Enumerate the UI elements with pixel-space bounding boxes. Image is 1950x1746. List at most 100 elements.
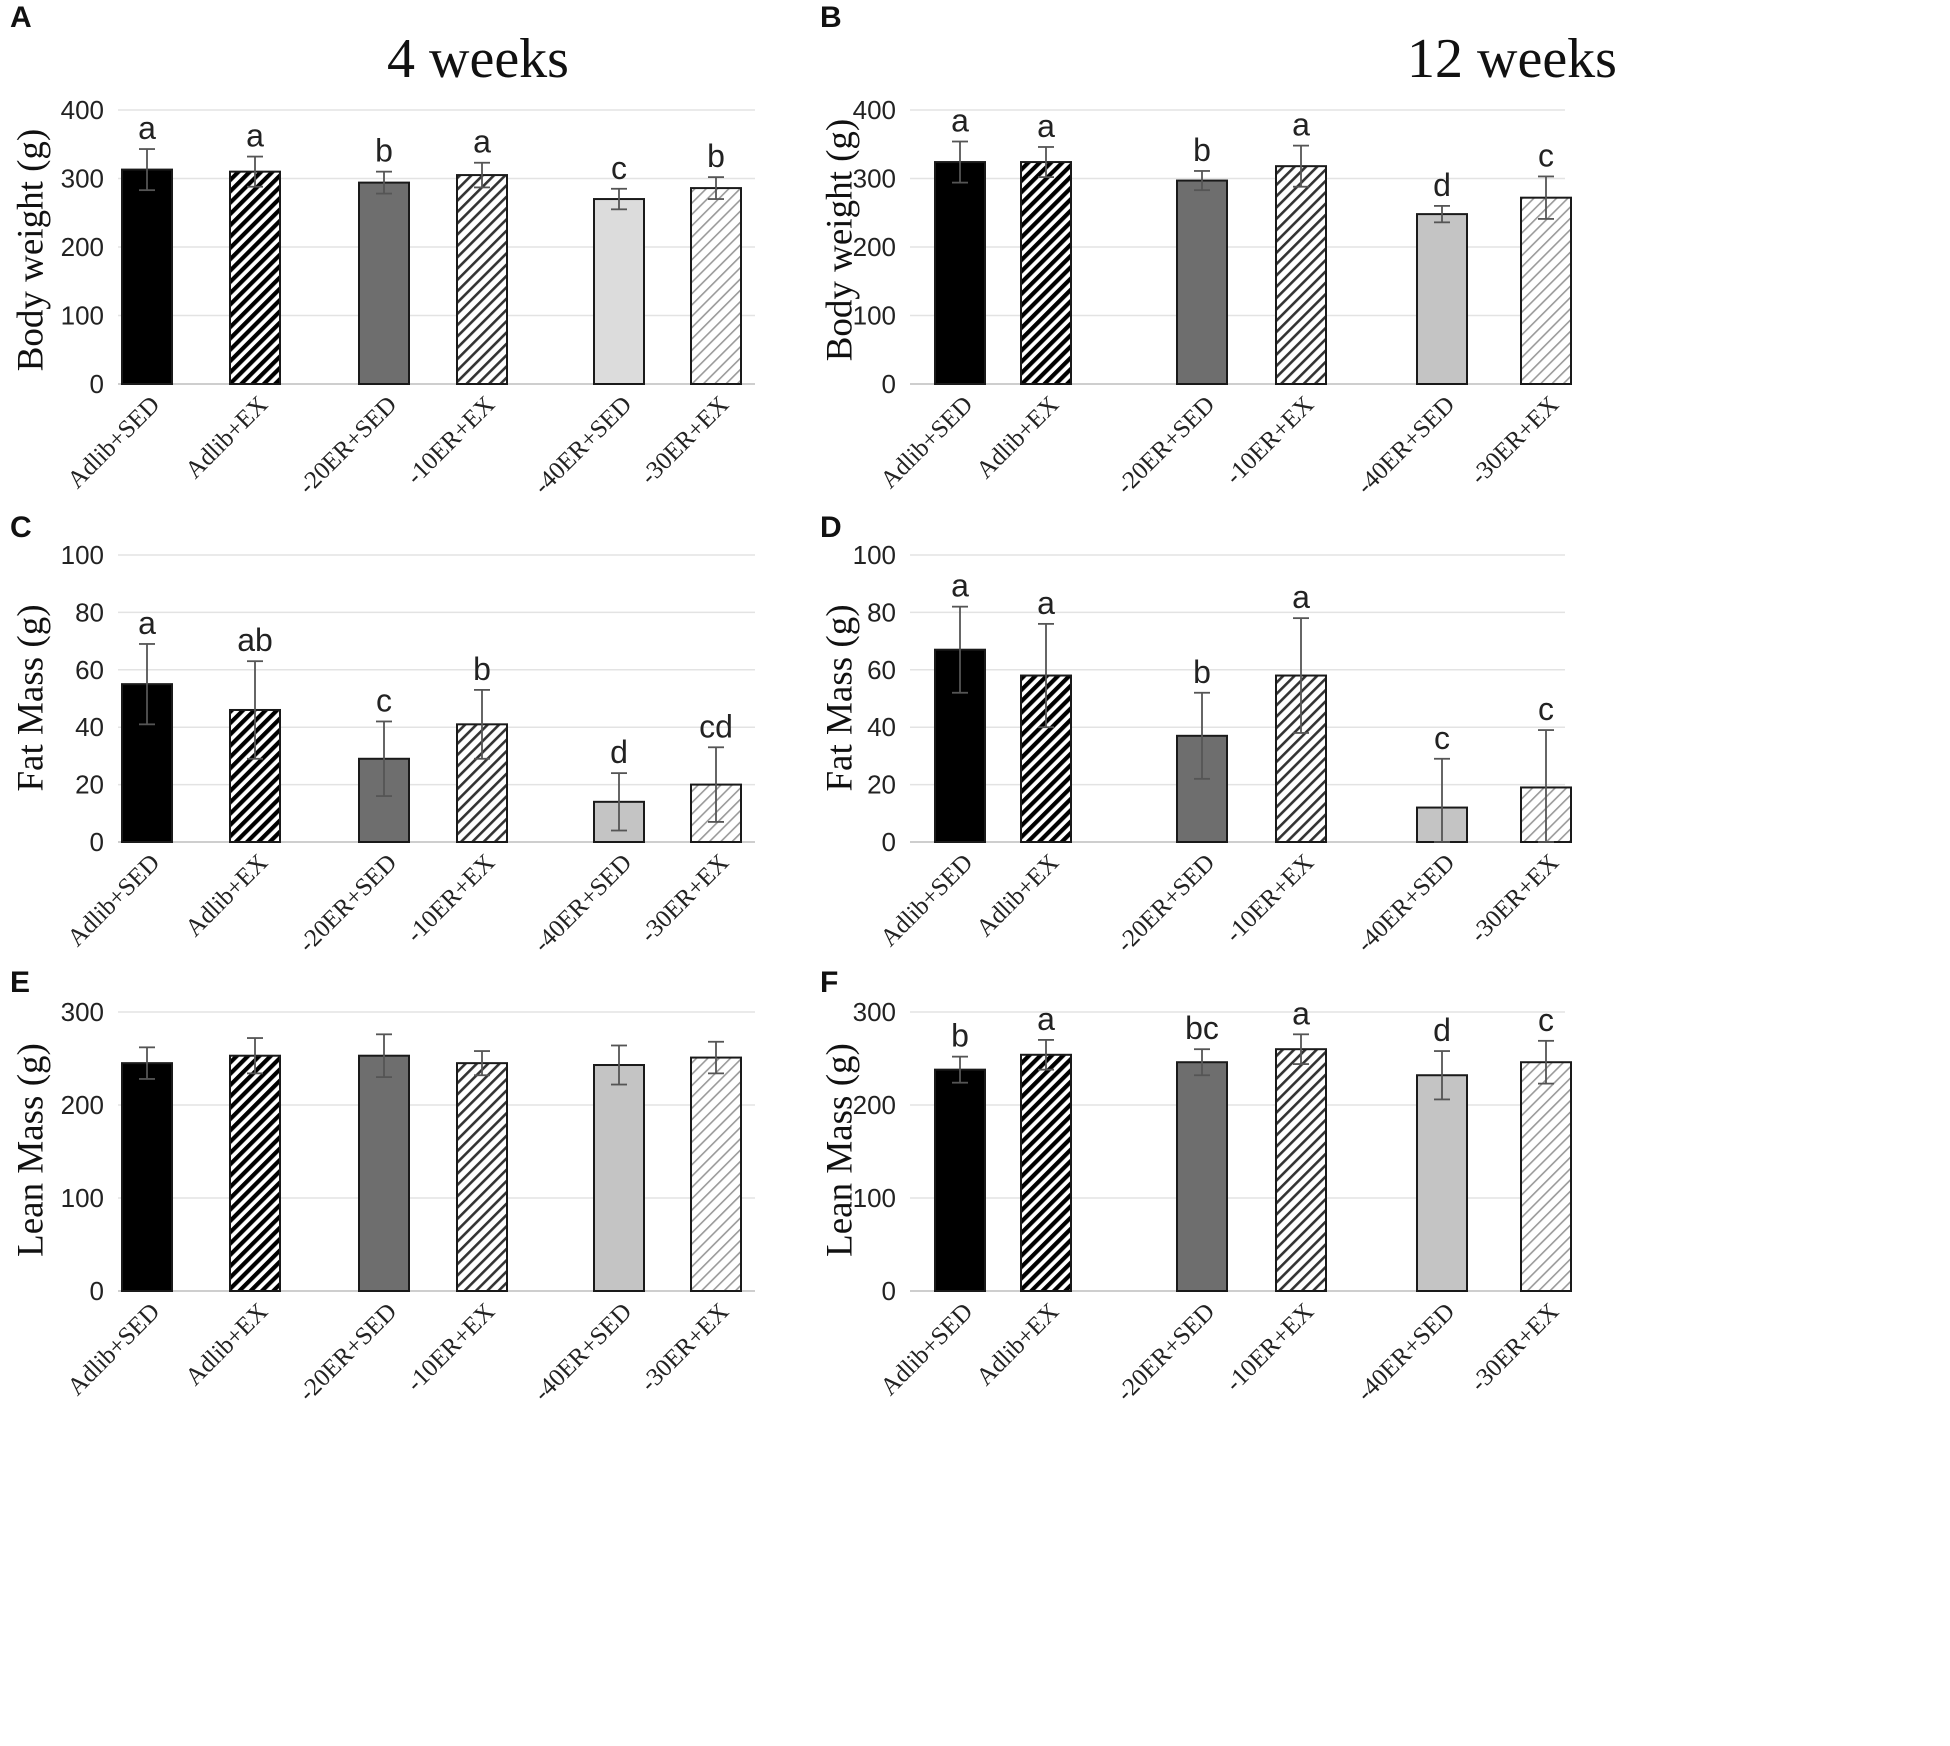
y-tick-label: 300 (61, 997, 104, 1027)
y-tick-label: 40 (867, 712, 896, 742)
significance-letter: a (138, 605, 156, 641)
y-tick-label: 200 (853, 232, 896, 262)
significance-letter: ab (237, 622, 273, 658)
y-tick-label: 0 (90, 369, 104, 399)
y-tick-label: 200 (61, 232, 104, 262)
bar (1276, 1049, 1326, 1291)
y-tick-label: 0 (90, 827, 104, 857)
x-tick-label: Adlib+SED (876, 391, 979, 494)
bar (122, 1063, 172, 1291)
y-tick-label: 0 (882, 827, 896, 857)
bar (457, 1063, 507, 1291)
significance-letter: a (1037, 585, 1055, 621)
col-title-12-weeks: 12 weeks (1407, 28, 1617, 90)
x-tick-label: Adlib+SED (876, 1298, 979, 1401)
panel-letter: F (820, 966, 838, 999)
panel-letter: D (820, 511, 842, 544)
y-tick-label: 200 (853, 1090, 896, 1120)
x-tick-label: Adlib+EX (180, 1298, 273, 1391)
x-tick-label: Adlib+EX (971, 1298, 1064, 1391)
panel-c: C 0 20 40 60 80 100 Fat Mass (g) a Adlib+SED ab Adl… (10, 511, 755, 958)
bar (230, 171, 280, 384)
x-tick-label: -20ER+SED (1112, 391, 1221, 500)
panel-letter: B (820, 1, 842, 34)
x-tick-label: -40ER+SED (1352, 391, 1461, 500)
x-tick-label: -10ER+EX (1220, 391, 1319, 490)
x-tick-label: Adlib+SED (63, 391, 166, 494)
y-tick-label: 400 (61, 95, 104, 125)
bar (1021, 1054, 1071, 1291)
bar (1417, 1075, 1467, 1291)
x-tick-label: Adlib+EX (971, 849, 1064, 942)
x-tick-label: -30ER+EX (1465, 391, 1564, 490)
y-axis-label: Body weight (g) (819, 119, 860, 362)
significance-letter: c (1538, 137, 1554, 173)
bar (691, 1057, 741, 1291)
x-tick-label: -10ER+EX (401, 849, 500, 948)
x-tick-label: -40ER+SED (1352, 1298, 1461, 1407)
panel-e: E 0 100 200 300 Lean Mass (g) Adlib+SED Adlib+E… (10, 966, 755, 1407)
bar (935, 162, 985, 384)
bar (1521, 197, 1571, 384)
y-tick-label: 0 (882, 369, 896, 399)
x-tick-label: Adlib+SED (876, 849, 979, 952)
bar (1021, 162, 1071, 384)
significance-letter: d (1433, 167, 1451, 203)
bar (359, 182, 409, 384)
x-tick-label: -20ER+SED (294, 391, 403, 500)
bar (359, 1055, 409, 1291)
significance-letter: a (1037, 108, 1055, 144)
y-tick-label: 40 (75, 712, 104, 742)
y-tick-label: 60 (75, 655, 104, 685)
significance-letter: a (1292, 579, 1310, 615)
y-tick-label: 0 (882, 1276, 896, 1306)
significance-letter: b (1193, 132, 1211, 168)
significance-letter: d (610, 734, 628, 770)
x-tick-label: -10ER+EX (1220, 1298, 1319, 1397)
significance-letter: b (375, 133, 393, 169)
y-tick-label: 0 (90, 1276, 104, 1306)
y-tick-label: 80 (75, 597, 104, 627)
x-tick-label: -10ER+EX (401, 391, 500, 490)
x-tick-label: Adlib+EX (180, 849, 273, 942)
significance-letter: a (246, 118, 264, 154)
significance-letter: c (611, 150, 627, 186)
y-tick-label: 100 (853, 1183, 896, 1213)
significance-letter: a (1292, 995, 1310, 1031)
bar (1177, 180, 1227, 384)
significance-letter: d (1433, 1012, 1451, 1048)
significance-letter: c (1538, 1002, 1554, 1038)
significance-letter: b (473, 651, 491, 687)
bar (1417, 214, 1467, 384)
x-tick-label: -20ER+SED (1112, 849, 1221, 958)
panel-letter: A (10, 1, 32, 34)
y-axis-label: Body weight (g) (10, 129, 51, 372)
x-tick-label: -20ER+SED (1112, 1298, 1221, 1407)
y-tick-label: 300 (853, 164, 896, 194)
significance-letter: bc (1185, 1010, 1219, 1046)
bar (457, 175, 507, 384)
x-tick-label: -30ER+EX (1465, 849, 1564, 948)
y-tick-label: 100 (853, 540, 896, 570)
significance-letter: b (951, 1018, 969, 1054)
y-tick-label: 300 (61, 164, 104, 194)
bar (1177, 1062, 1227, 1291)
significance-letter: c (1538, 691, 1554, 727)
x-tick-label: Adlib+SED (63, 1298, 166, 1401)
x-tick-label: -30ER+EX (635, 1298, 734, 1397)
significance-letter: c (376, 682, 392, 718)
y-axis-label: Fat Mass (g) (10, 604, 51, 791)
x-tick-label: -20ER+SED (294, 849, 403, 958)
x-tick-label: -30ER+EX (635, 849, 734, 948)
bar (122, 169, 172, 384)
bar (594, 199, 644, 384)
panel-letter: C (10, 511, 32, 544)
significance-letter: cd (699, 708, 733, 744)
bar (230, 1055, 280, 1291)
y-tick-label: 80 (867, 597, 896, 627)
y-tick-label: 100 (61, 1183, 104, 1213)
bar (1276, 166, 1326, 384)
x-tick-label: Adlib+SED (63, 849, 166, 952)
